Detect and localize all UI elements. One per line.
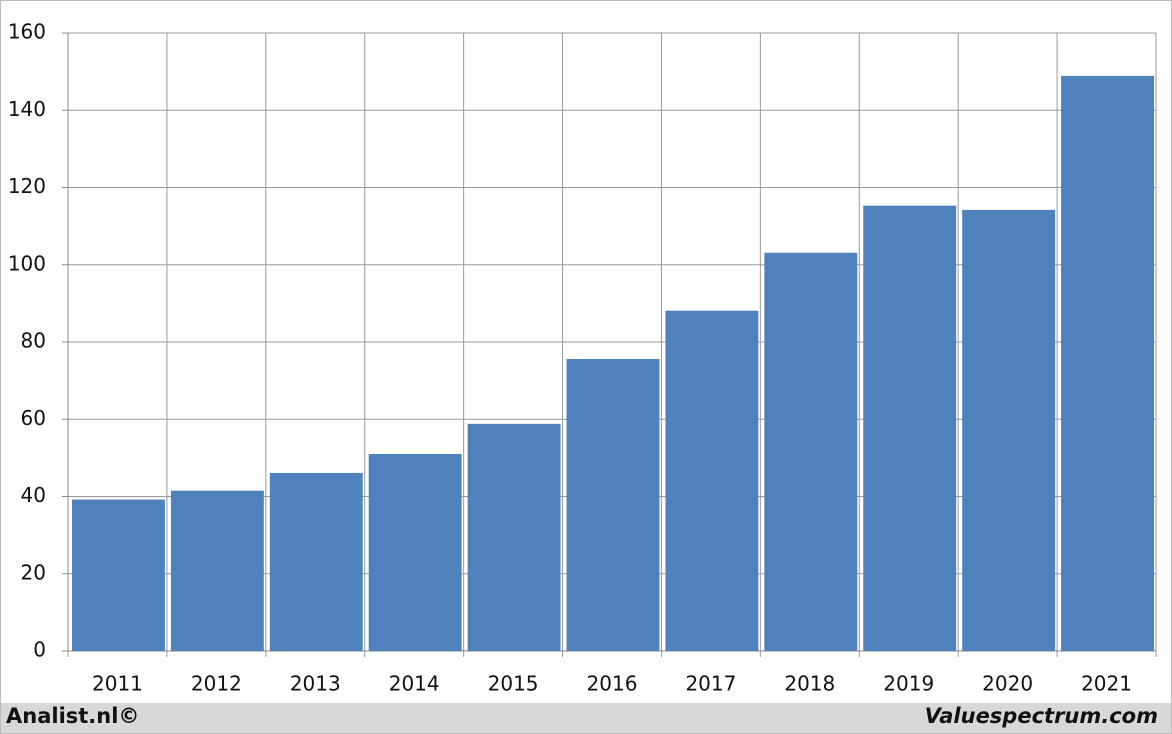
y-tick-label: 40	[21, 483, 46, 507]
x-tick-label: 2019	[883, 672, 934, 696]
x-tick-label: 2012	[191, 672, 242, 696]
bar	[863, 205, 957, 651]
bar	[72, 499, 165, 651]
bar	[368, 454, 462, 651]
y-tick-label: 160	[8, 20, 46, 44]
x-tick-label: 2013	[290, 672, 341, 696]
y-tick-label: 0	[33, 638, 46, 662]
y-tick-label: 100	[8, 251, 46, 275]
footer-left: Analist.nl©	[6, 704, 139, 728]
footer-band	[1, 703, 1171, 733]
x-tick-label: 2017	[685, 672, 736, 696]
x-tick-label: 2020	[982, 672, 1033, 696]
x-tick-label: 2016	[587, 672, 638, 696]
bar	[467, 423, 561, 651]
x-tick-label: 2021	[1081, 672, 1132, 696]
bar	[269, 472, 363, 651]
bar	[566, 358, 660, 651]
y-tick-label: 20	[21, 560, 46, 584]
bar	[764, 252, 858, 651]
y-tick-label: 60	[21, 406, 46, 430]
x-tick-label: 2015	[488, 672, 539, 696]
x-tick-label: 2018	[784, 672, 835, 696]
footer-right: Valuespectrum.com	[925, 704, 1158, 728]
x-tick-label: 2014	[389, 672, 440, 696]
bar	[170, 490, 264, 651]
bar	[665, 310, 759, 651]
y-tick-label: 140	[8, 97, 46, 121]
bar	[1061, 75, 1154, 651]
y-tick-label: 120	[8, 174, 46, 198]
x-tick-label: 2011	[92, 672, 143, 696]
y-tick-label: 80	[21, 329, 46, 353]
bar	[962, 209, 1056, 651]
